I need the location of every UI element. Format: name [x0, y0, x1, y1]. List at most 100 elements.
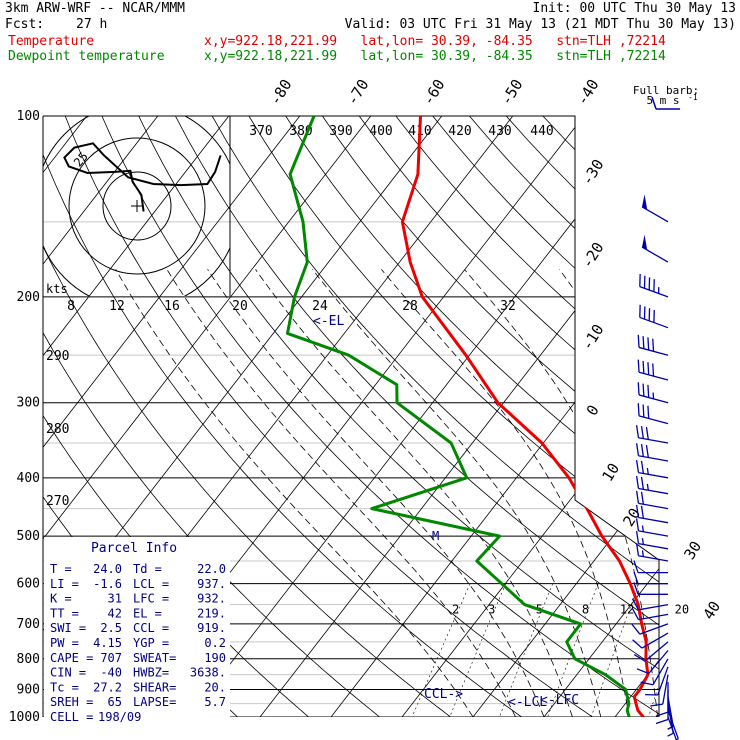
wind-barb: [635, 518, 669, 537]
wind-barb: [636, 650, 669, 675]
parcel-info-value: 937.: [197, 577, 226, 591]
pressure-tick-label: 200: [17, 290, 40, 305]
wind-barb: [641, 194, 669, 223]
parcel-info-value: 219.: [197, 606, 226, 620]
wind-barb: [640, 658, 669, 686]
barb-legend-value: 5 m s: [646, 94, 679, 107]
parcel-info-label: PW =: [50, 636, 79, 650]
wind-barb: [667, 716, 679, 740]
isotherm-line: [320, 116, 659, 717]
wind-barb: [631, 608, 669, 621]
forecast-hour: 27 h: [76, 17, 108, 32]
hodograph-ring: [68, 137, 206, 275]
barb-legend-title: Full barb:: [633, 84, 699, 97]
mixing-ratio-line: [494, 583, 553, 717]
mixing-ratio-line: [444, 583, 506, 717]
parcel-info-label: K =: [50, 592, 72, 606]
wind-barb: [631, 598, 669, 611]
temperature-profile-line: [400, 116, 650, 717]
mixing-ratio-label: 12: [620, 602, 634, 616]
dry-adiabat-line: [358, 116, 659, 717]
dry-adiabat-line: [322, 116, 659, 717]
parcel-info-label: LCL =: [133, 577, 169, 591]
parcel-info-label: LFC =: [133, 592, 169, 606]
parcel-info-label: CAPE =: [50, 651, 93, 665]
wind-barb: [635, 543, 669, 562]
parcel-info-value: 3638.: [190, 666, 226, 680]
mixing-ratio-label: 2: [452, 602, 459, 616]
barb-legend-exponent: -1: [688, 93, 698, 102]
isotherm-line: [604, 116, 659, 717]
parcel-info-value: 0.2: [204, 636, 226, 650]
parcel-info-value: 198/09: [98, 710, 141, 724]
parcel-info-label: Td =: [133, 562, 162, 576]
dry-adiabat-line: [138, 116, 659, 717]
isotherm-label: -50: [497, 76, 527, 109]
dry-adiabat-line: [432, 116, 659, 717]
isotherm-line: [43, 116, 230, 717]
dry-adiabat-line: [285, 116, 659, 717]
wind-barb: [637, 359, 669, 381]
dry-adiabat-line: [616, 116, 659, 717]
dry-adiabat-line: [505, 116, 659, 717]
isotherm-line: [0, 116, 16, 730]
parcel-info-value: -40: [100, 666, 122, 680]
dry-adiabat-line: [248, 116, 659, 717]
dry-adiabat-line: [101, 116, 659, 717]
dewpoint-legend-label: Dewpoint temperature: [8, 49, 165, 64]
isotherm-label: -70: [343, 76, 373, 109]
wind-barb: [635, 490, 669, 510]
moist-adiabat-line: [464, 269, 658, 717]
parcel-info-value: 919.: [197, 621, 226, 635]
wind-barb: [635, 459, 669, 479]
theta-label: 420: [448, 124, 471, 139]
parcel-info-label: HWBZ=: [133, 666, 169, 680]
wind-barb: [645, 666, 669, 696]
barb-legend-flag: [651, 96, 657, 110]
isotherm-label: 40: [699, 598, 724, 623]
hodograph-speed-units: kts: [46, 282, 68, 296]
isotherm-label: -10: [578, 321, 608, 354]
wind-barb: [631, 623, 669, 635]
dry-adiabat-line: [395, 116, 659, 717]
isotherm-line: [462, 116, 659, 717]
isotherm-label: 30: [680, 538, 705, 563]
hodograph-ring-label: 25: [71, 149, 91, 169]
parcel-info-label: SREH =: [50, 695, 93, 709]
parcel-info-label: CELL =: [50, 710, 93, 724]
pressure-tick-label: 500: [17, 529, 40, 544]
pressure-tick-label: 400: [17, 471, 40, 486]
isotherm-label: -30: [578, 156, 608, 189]
dewpoint-location-info: x,y=922.18,221.99 lat,lon= 30.39, -84.35…: [204, 49, 666, 64]
hodograph-ring: [102, 171, 172, 241]
wind-barb: [633, 560, 668, 574]
pressure-tick-label: 800: [17, 652, 40, 667]
dewpoint-profile-line: [286, 116, 631, 717]
parcel-info-value: 5.7: [204, 695, 226, 709]
temperature-location-info: x,y=922.18,221.99 lat,lon= 30.39, -84.35…: [204, 34, 666, 49]
lfc-marker: <-LFC: [540, 693, 579, 708]
ccl-marker: CCL->: [424, 687, 463, 702]
wind-barb: [639, 273, 669, 298]
moist-adiabat-line: [166, 269, 516, 717]
wind-barb: [650, 674, 669, 707]
parcel-info-value: 31: [108, 592, 122, 606]
dry-adiabat-line: [690, 116, 740, 730]
pressure-tick-label: 1000: [9, 710, 40, 725]
wind-barb: [635, 443, 669, 462]
isotherm-line: [249, 116, 659, 717]
parcel-info-label: LAPSE=: [133, 695, 176, 709]
parcel-info-value: 2.5: [100, 621, 122, 635]
theta-side-label: 270: [46, 494, 69, 509]
theta-side-label: 290: [46, 349, 69, 364]
parcel-info-value: 707: [100, 651, 122, 665]
isotherm-line: [533, 116, 659, 717]
hodograph-trace: [63, 142, 222, 212]
hodograph-speed-tick: 8: [67, 299, 75, 314]
parcel-info-label: Tc =: [50, 680, 79, 694]
parcel-info-label: YGP =: [133, 636, 169, 650]
mixing-ratio-label: 3: [488, 602, 495, 616]
dry-adiabat-line: [64, 116, 612, 717]
isotherm-label: -60: [419, 76, 449, 109]
